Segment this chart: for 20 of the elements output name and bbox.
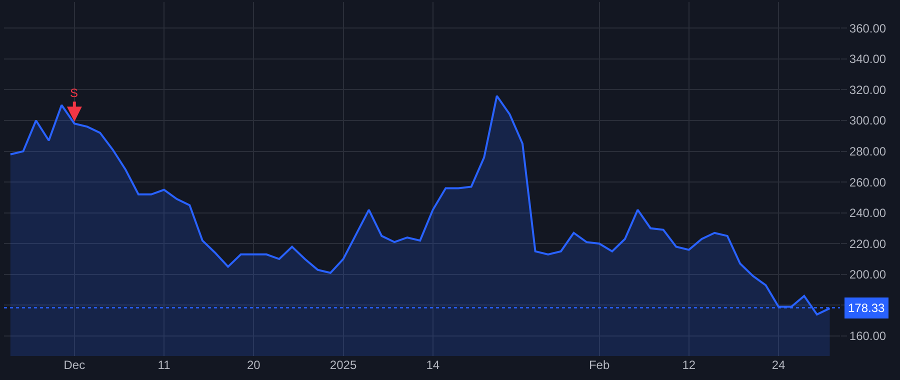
x-tick-label: 12 [682,358,696,372]
y-tick-label: 320.00 [849,82,886,97]
y-tick-label: 300.00 [849,114,886,128]
y-tick-label: 160.00 [849,329,886,344]
x-tick-label: 20 [246,358,261,372]
x-tick-label: Feb [588,358,610,372]
y-tick-label: 260.00 [849,175,886,190]
y-tick-label: 360.00 [849,21,886,36]
y-tick-label: 280.00 [849,144,886,158]
y-tick-label: 220.00 [849,236,886,251]
x-tick-label: 14 [426,358,440,372]
x-tick-label: Dec [64,358,86,372]
y-tick-label: 200.00 [849,268,886,282]
y-tick-label: 340.00 [849,52,886,66]
x-tick-label: 2025 [330,358,357,372]
ref-line-label: 178.33 [848,301,886,315]
x-tick-label: 11 [158,358,171,372]
x-tick-label: 24 [772,358,786,372]
annotation: S [70,86,78,100]
y-tick-label: 240.00 [849,206,886,220]
